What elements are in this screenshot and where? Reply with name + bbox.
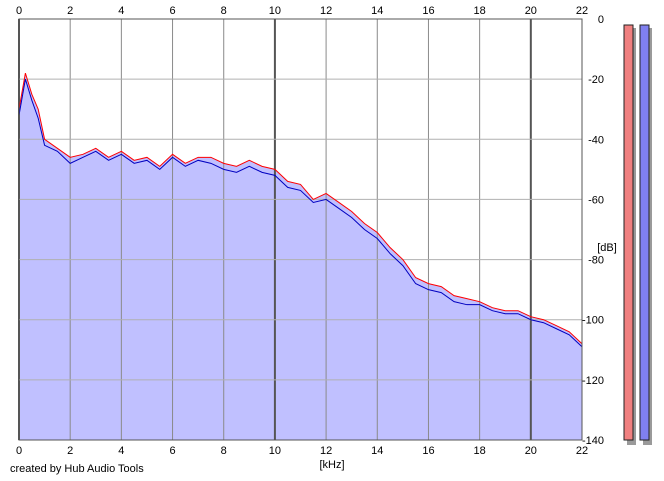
plot-frame	[18, 18, 583, 441]
y-axis-label: [dB]	[597, 242, 617, 254]
x-tick-label-top: 22	[576, 5, 588, 17]
x-tick-label-top: 16	[422, 5, 434, 17]
x-tick-label-top: 2	[67, 5, 73, 17]
x-tick-label-top: 18	[474, 5, 486, 17]
x-tick-label-top: 0	[16, 5, 22, 17]
series-line	[18, 78, 583, 348]
y-tick-label: -40	[588, 134, 604, 146]
x-tick-label-bottom: 0	[16, 445, 22, 457]
x-tick-label-bottom: 2	[67, 445, 73, 457]
series-line	[18, 72, 583, 345]
x-tick-label-bottom: 6	[169, 445, 175, 457]
x-tick-label-bottom: 8	[221, 445, 227, 457]
level-meter	[623, 24, 634, 441]
level-meters	[623, 24, 652, 445]
x-tick-label-bottom: 18	[474, 445, 486, 457]
spectrum-fill	[19, 73, 582, 440]
tick-labels: 002244668810101212141416161818202022220-…	[16, 5, 604, 457]
y-tick-label: -120	[582, 375, 604, 387]
x-tick-label-top: 8	[221, 5, 227, 17]
x-tick-label-bottom: 14	[371, 445, 383, 457]
x-tick-label-bottom: 16	[422, 445, 434, 457]
y-tick-label: -140	[582, 435, 604, 447]
x-tick-label-top: 14	[371, 5, 383, 17]
x-tick-label-top: 6	[169, 5, 175, 17]
grid	[18, 18, 583, 441]
y-tick-label: -80	[588, 255, 604, 267]
spectrum-fill-area	[19, 73, 582, 440]
x-tick-label-bottom: 12	[320, 445, 332, 457]
x-axis-label: [kHz]	[319, 459, 344, 471]
y-tick-label: -20	[588, 74, 604, 86]
x-tick-label-top: 12	[320, 5, 332, 17]
x-tick-label-top: 4	[118, 5, 124, 17]
x-tick-label-bottom: 22	[576, 445, 588, 457]
x-tick-label-top: 10	[269, 5, 281, 17]
x-tick-label-top: 20	[525, 5, 537, 17]
x-tick-label-bottom: 20	[525, 445, 537, 457]
x-tick-label-bottom: 4	[118, 445, 124, 457]
x-tick-label-bottom: 10	[269, 445, 281, 457]
level-meter	[639, 24, 650, 441]
y-tick-label: -60	[588, 194, 604, 206]
y-tick-label: -100	[582, 315, 604, 327]
credit-text: created by Hub Audio Tools	[10, 463, 144, 475]
y-tick-label: 0	[598, 14, 604, 26]
series-lines	[18, 72, 583, 348]
